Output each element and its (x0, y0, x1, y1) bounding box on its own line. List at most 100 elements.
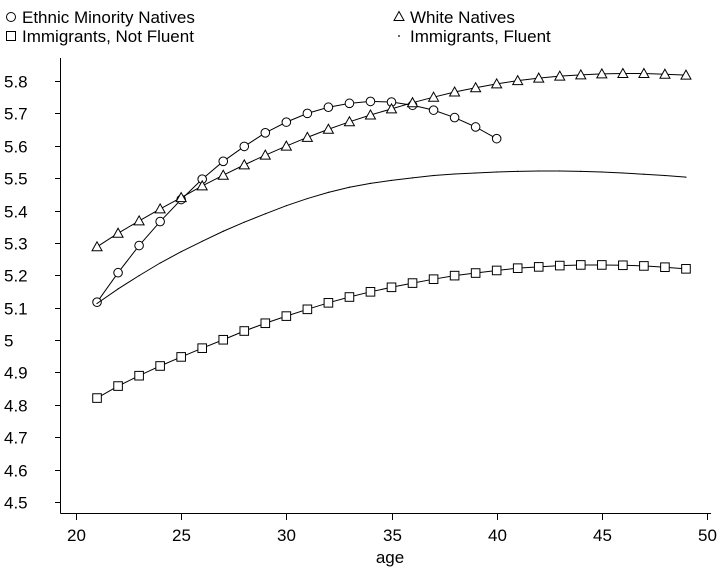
data-point (264, 213, 266, 215)
legend-label-white-natives: White Natives (410, 8, 515, 27)
data-point (96, 302, 98, 305)
y-tick-label: 5.8 (4, 73, 28, 92)
data-point (176, 352, 186, 362)
data-point (197, 343, 207, 353)
data-point (196, 179, 209, 191)
x-tick-label: 20 (67, 526, 86, 545)
data-point (580, 170, 582, 172)
data-point (428, 105, 439, 115)
data-point (239, 326, 250, 336)
data-point (281, 311, 292, 321)
data-point (281, 117, 292, 127)
data-point (470, 268, 481, 278)
legend-item-immigrants-fluent: Immigrants, Fluent (398, 27, 551, 46)
series-immigrants-fluent (96, 170, 687, 305)
legend-item-ethnic-minority-natives: Ethnic Minority Natives (6, 8, 195, 27)
data-point (427, 91, 440, 102)
data-point (92, 297, 102, 307)
data-point (344, 98, 355, 109)
legend-label-ethnic-minority-natives: Ethnic Minority Natives (22, 8, 195, 27)
data-point (243, 221, 245, 223)
data-point (343, 115, 356, 127)
legend-item-immigrants-not-fluent: Immigrants, Not Fluent (6, 27, 194, 46)
data-point (138, 275, 140, 277)
data-point (134, 370, 144, 381)
data-point (533, 262, 544, 272)
data-point (470, 122, 481, 132)
data-point (469, 81, 482, 93)
data-point (133, 214, 145, 226)
data-point (222, 230, 224, 232)
data-point (92, 393, 102, 403)
data-point (306, 197, 308, 200)
data-point (365, 96, 376, 107)
circle-marker-icon (6, 12, 16, 22)
data-point (638, 67, 650, 79)
data-point (511, 74, 524, 86)
data-point (113, 381, 123, 391)
data-point (622, 172, 624, 174)
data-point (553, 70, 566, 81)
legend: Ethnic Minority Natives White Natives Im… (6, 8, 551, 46)
data-point (134, 240, 144, 251)
data-point (218, 334, 229, 345)
data-point (344, 292, 355, 302)
y-tick-label: 5.4 (4, 203, 28, 222)
y-tick-label: 4.7 (4, 429, 28, 448)
data-point (490, 77, 503, 89)
y-tick-label: 4.9 (4, 364, 28, 383)
square-marker-icon (6, 31, 16, 41)
data-point (302, 304, 313, 315)
data-point (554, 260, 565, 271)
data-point (574, 68, 587, 80)
data-point (239, 141, 250, 152)
y-ticks: 4.5 4.6 4.7 4.8 4.9 5 5.1 5.2 5.3 5.4 5.5 5.6 5.7 5.8 (4, 73, 61, 513)
data-point (260, 318, 271, 329)
data-point (660, 262, 670, 273)
data-point (597, 260, 607, 270)
data-point (685, 176, 687, 178)
data-point (595, 67, 608, 79)
data-point (217, 169, 230, 180)
data-point (365, 287, 376, 297)
data-point (449, 270, 460, 281)
legend-label-immigrants-not-fluent: Immigrants, Not Fluent (22, 27, 194, 46)
data-point (348, 186, 351, 188)
y-tick-label: 4.8 (4, 397, 28, 416)
data-point (112, 227, 124, 238)
data-point (639, 261, 649, 271)
data-point (259, 149, 272, 160)
data-point (538, 170, 540, 172)
legend-label-immigrants-fluent: Immigrants, Fluent (410, 27, 551, 46)
data-point (117, 288, 119, 290)
y-tick-label: 5.7 (4, 105, 28, 124)
data-point (449, 112, 460, 123)
data-point (285, 205, 287, 207)
data-point (617, 67, 629, 79)
data-point (432, 174, 435, 177)
x-tick-label: 50 (698, 526, 717, 545)
data-point (532, 72, 545, 83)
y-tick-label: 4.6 (4, 462, 28, 481)
x-tick-label: 25 (172, 526, 191, 545)
data-point (406, 96, 419, 108)
y-tick-label: 5.5 (4, 170, 28, 189)
y-tick-label: 5 (4, 332, 13, 351)
plot-area (91, 67, 692, 403)
data-point (496, 171, 498, 173)
data-point (323, 298, 334, 308)
data-point (369, 182, 372, 184)
data-point (155, 216, 165, 227)
x-ticks: 20 25 30 35 40 45 50 (67, 513, 717, 545)
data-point (364, 108, 377, 120)
x-tick-label: 30 (277, 526, 296, 545)
data-point (238, 158, 251, 170)
y-tick-label: 4.5 (4, 494, 28, 513)
data-point (454, 173, 456, 175)
x-tick-label: 35 (383, 526, 402, 545)
data-point (664, 174, 666, 177)
x-tick-label: 45 (593, 526, 612, 545)
data-point (260, 128, 271, 138)
data-point (385, 102, 398, 114)
